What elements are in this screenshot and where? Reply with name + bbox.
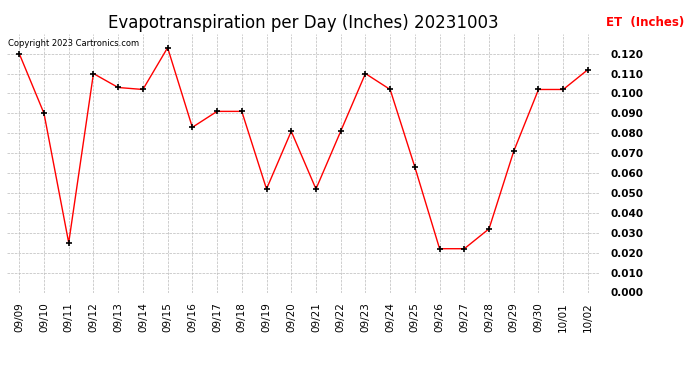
Text: Copyright 2023 Cartronics.com: Copyright 2023 Cartronics.com — [8, 39, 139, 48]
Text: ET  (Inches): ET (Inches) — [607, 16, 684, 28]
Title: Evapotranspiration per Day (Inches) 20231003: Evapotranspiration per Day (Inches) 2023… — [108, 14, 499, 32]
